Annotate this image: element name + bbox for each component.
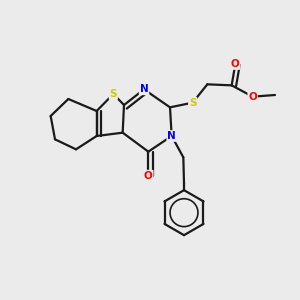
Text: S: S [110, 89, 117, 99]
Text: O: O [144, 171, 153, 181]
Text: S: S [189, 98, 196, 108]
Text: O: O [248, 92, 257, 102]
Text: N: N [167, 131, 176, 141]
Text: N: N [140, 84, 148, 94]
Text: O: O [231, 59, 240, 69]
